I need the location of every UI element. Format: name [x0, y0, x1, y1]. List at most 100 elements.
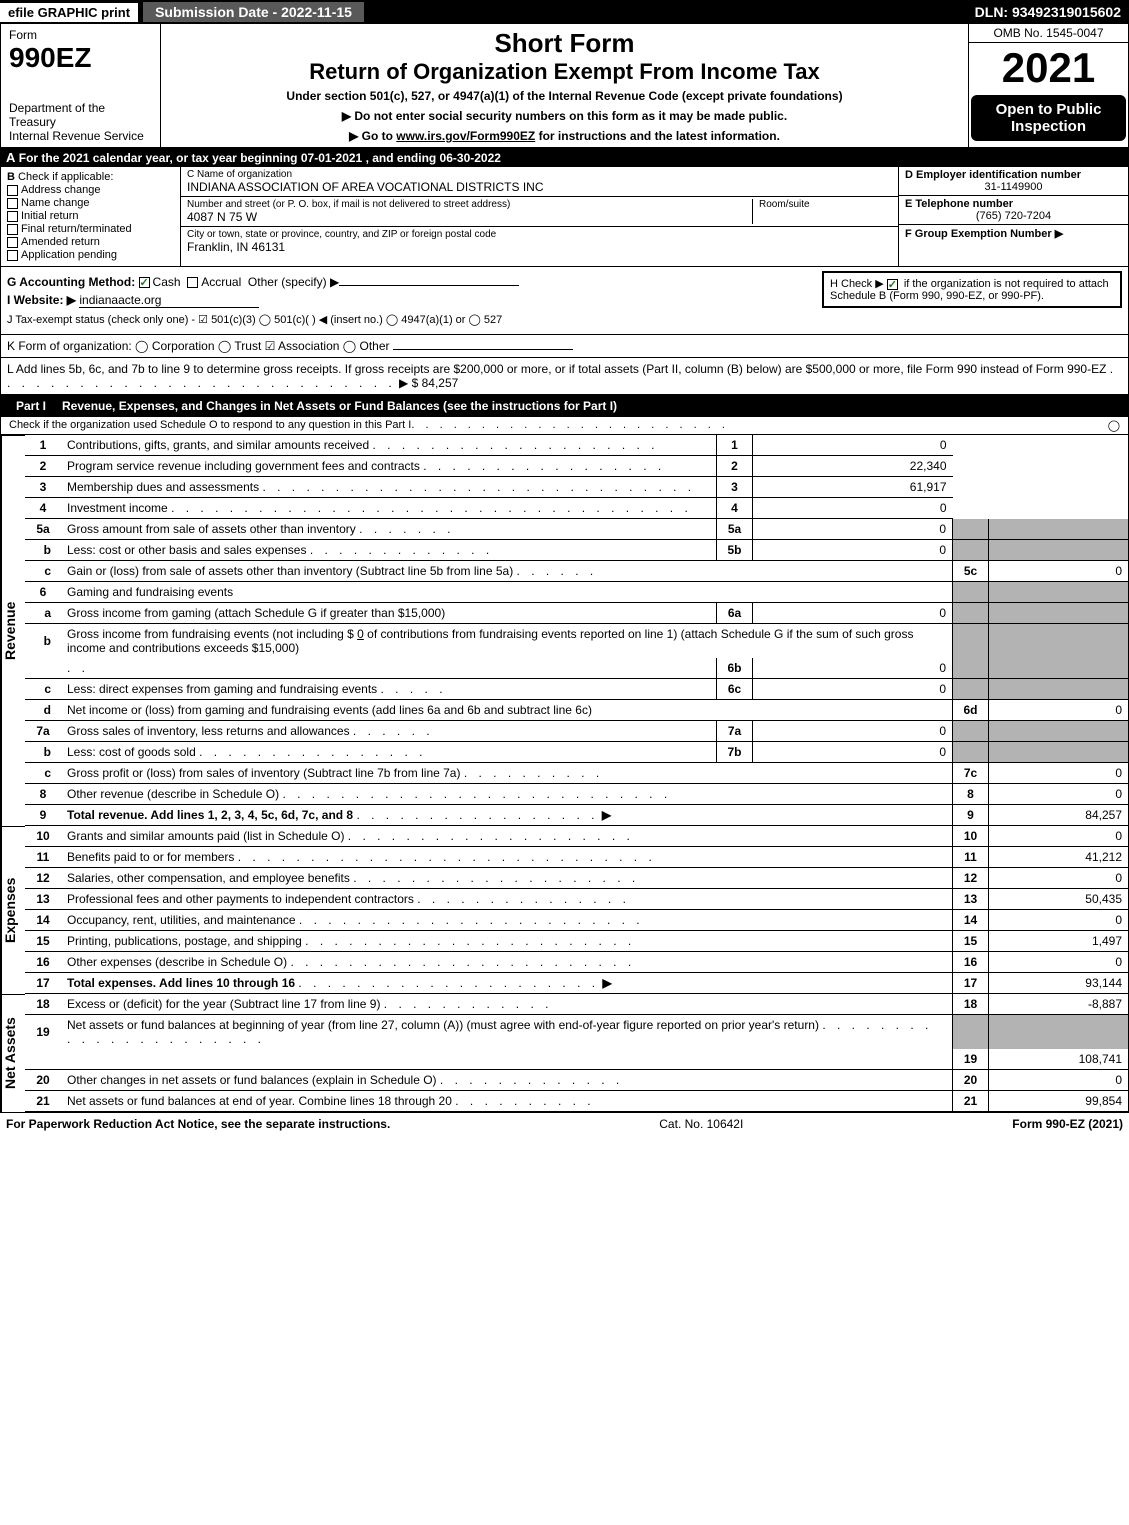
- l7b-num: b: [25, 742, 61, 763]
- l6d-val: 0: [989, 700, 1129, 721]
- l4-rnum: 4: [717, 498, 753, 519]
- l-amount: ▶ $ 84,257: [399, 376, 458, 390]
- l6c-desc: Less: direct expenses from gaming and fu…: [67, 682, 377, 696]
- form-word: Form: [9, 28, 152, 42]
- g-other-input[interactable]: [339, 285, 519, 286]
- footer-cat: Cat. No. 10642I: [390, 1117, 1012, 1131]
- l6b-mn: 6b: [717, 658, 753, 679]
- l5c-desc: Gain or (loss) from sale of assets other…: [67, 564, 513, 578]
- l3-val: 61,917: [753, 477, 953, 498]
- omb-number: OMB No. 1545-0047: [969, 24, 1128, 43]
- ein-value: 31-1149900: [905, 181, 1122, 193]
- g-cash-check[interactable]: ✓: [139, 277, 150, 288]
- irs-link[interactable]: www.irs.gov/Form990EZ: [396, 129, 535, 143]
- footer-left: For Paperwork Reduction Act Notice, see …: [6, 1117, 390, 1131]
- phone-label: E Telephone number: [905, 198, 1013, 210]
- inst2-pre: ▶ Go to: [349, 129, 396, 143]
- part-1-sub: Check if the organization used Schedule …: [0, 417, 1129, 435]
- l7a-desc: Gross sales of inventory, less returns a…: [67, 724, 350, 738]
- l1-desc: Contributions, gifts, grants, and simila…: [67, 438, 369, 452]
- l10-num: 10: [25, 826, 61, 847]
- l11-desc: Benefits paid to or for members: [67, 850, 234, 864]
- l12-desc: Salaries, other compensation, and employ…: [67, 871, 350, 885]
- l6-desc: Gaming and fundraising events: [67, 585, 233, 599]
- l9-val: 84,257: [989, 805, 1129, 826]
- open-to-public: Open to Public Inspection: [971, 95, 1126, 141]
- g-accrual-check[interactable]: [187, 277, 198, 288]
- l5c-rnum: 5c: [953, 561, 989, 582]
- g-accrual: Accrual: [201, 275, 241, 289]
- page-footer: For Paperwork Reduction Act Notice, see …: [0, 1112, 1129, 1135]
- l15-val: 1,497: [989, 931, 1129, 952]
- l7c-rnum: 7c: [953, 763, 989, 784]
- l3-rnum: 3: [717, 477, 753, 498]
- l5b-mv: 0: [753, 540, 953, 561]
- l8-desc: Other revenue (describe in Schedule O): [67, 787, 279, 801]
- part-1-check[interactable]: ◯: [1108, 419, 1120, 432]
- l14-val: 0: [989, 910, 1129, 931]
- l17-desc: Total expenses. Add lines 10 through 16: [67, 976, 295, 990]
- l5a-shade: [953, 519, 989, 540]
- l13-rnum: 13: [953, 889, 989, 910]
- l5b-num: b: [25, 540, 61, 561]
- city-value: Franklin, IN 46131: [187, 240, 892, 254]
- l1-val: 0: [753, 435, 953, 456]
- letter-b: B: [7, 171, 15, 183]
- l20-rnum: 20: [953, 1070, 989, 1091]
- l6c-mv: 0: [753, 679, 953, 700]
- l7c-desc: Gross profit or (loss) from sales of inv…: [67, 766, 460, 780]
- check-name-change[interactable]: Name change: [7, 197, 174, 209]
- l9-num: 9: [25, 805, 61, 826]
- form-header: Form 990EZ Department of the Treasury In…: [0, 24, 1129, 148]
- check-address-change[interactable]: Address change: [7, 184, 174, 196]
- g-cash: Cash: [153, 275, 181, 289]
- l5a-num: 5a: [25, 519, 61, 540]
- group-exemption-label: F Group Exemption Number ▶: [905, 228, 1063, 240]
- l6c-mn: 6c: [717, 679, 753, 700]
- l4-val: 0: [753, 498, 953, 519]
- l3-num: 3: [25, 477, 61, 498]
- l12-val: 0: [989, 868, 1129, 889]
- l1-rnum: 1: [717, 435, 753, 456]
- l8-rnum: 8: [953, 784, 989, 805]
- check-amended-return[interactable]: Amended return: [7, 236, 174, 248]
- row-k: K Form of organization: ◯ Corporation ◯ …: [0, 335, 1129, 358]
- check-final-return[interactable]: Final return/terminated: [7, 223, 174, 235]
- l6a-mn: 6a: [717, 603, 753, 624]
- row-l: L Add lines 5b, 6c, and 7b to line 9 to …: [0, 358, 1129, 395]
- efile-label[interactable]: efile GRAPHIC print: [0, 3, 138, 22]
- h-checkbox[interactable]: ✓: [887, 279, 898, 290]
- l18-val: -8,887: [989, 994, 1129, 1015]
- l-text: L Add lines 5b, 6c, and 7b to line 9 to …: [7, 362, 1106, 376]
- l5b-desc: Less: cost or other basis and sales expe…: [67, 543, 306, 557]
- l15-rnum: 15: [953, 931, 989, 952]
- l13-desc: Professional fees and other payments to …: [67, 892, 414, 906]
- row-j: J Tax-exempt status (check only one) - ☑…: [7, 312, 1122, 326]
- l5c-val: 0: [989, 561, 1129, 582]
- l4-desc: Investment income: [67, 501, 168, 515]
- l18-desc: Excess or (deficit) for the year (Subtra…: [67, 997, 380, 1011]
- header-center: Short Form Return of Organization Exempt…: [161, 24, 968, 147]
- ein-label: D Employer identification number: [905, 169, 1081, 181]
- l15-desc: Printing, publications, postage, and shi…: [67, 934, 302, 948]
- k-other-input[interactable]: [393, 349, 573, 350]
- l6b-mv: 0: [753, 658, 953, 679]
- part-1-label: Part I: [8, 397, 54, 415]
- l6b-num: b: [25, 624, 61, 659]
- top-bar: efile GRAPHIC print Submission Date - 20…: [0, 0, 1129, 24]
- website-value[interactable]: indianaacte.org: [79, 293, 259, 308]
- j-text: J Tax-exempt status (check only one) - ☑…: [7, 314, 502, 326]
- l5b-mn: 5b: [717, 540, 753, 561]
- l3-desc: Membership dues and assessments: [67, 480, 259, 494]
- l7b-mv: 0: [753, 742, 953, 763]
- l6d-rnum: 6d: [953, 700, 989, 721]
- l9-desc: Total revenue. Add lines 1, 2, 3, 4, 5c,…: [67, 808, 353, 822]
- l5a-shade2: [989, 519, 1129, 540]
- l18-num: 18: [25, 994, 61, 1015]
- check-initial-return[interactable]: Initial return: [7, 210, 174, 222]
- row-a-text: For the 2021 calendar year, or tax year …: [19, 151, 501, 165]
- dept-label: Department of the Treasury Internal Reve…: [9, 101, 152, 143]
- expenses-section: Expenses 10Grants and similar amounts pa…: [0, 826, 1129, 994]
- check-application-pending[interactable]: Application pending: [7, 249, 174, 261]
- l5a-mn: 5a: [717, 519, 753, 540]
